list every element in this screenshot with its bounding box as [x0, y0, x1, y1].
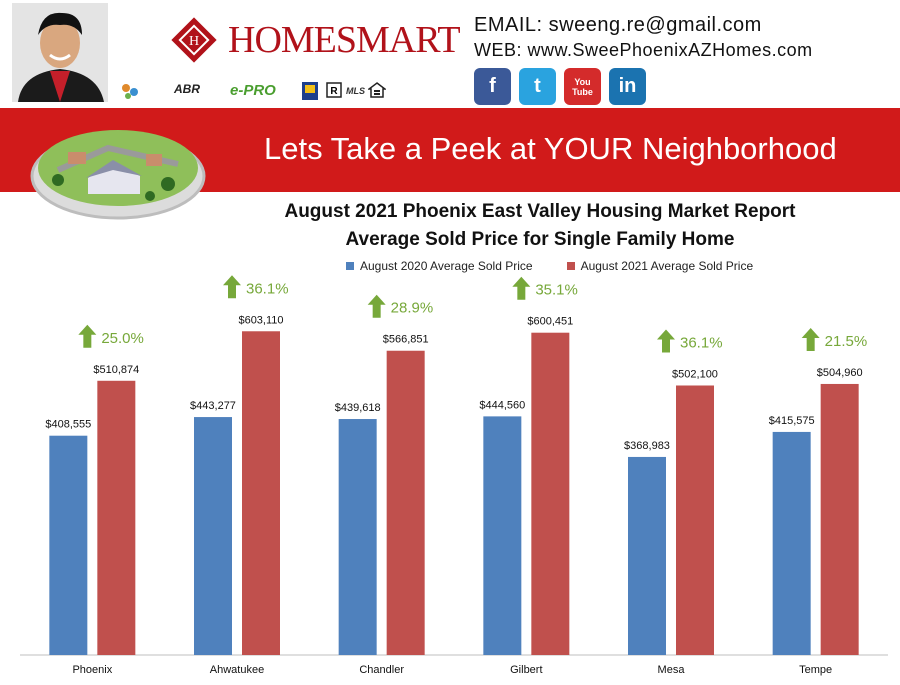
data-label-2021-chandler: $566,851: [383, 334, 429, 346]
growth-arrow-icon-gilbert: [512, 276, 531, 300]
svg-text:H: H: [189, 34, 199, 49]
data-label-2021-ahwatukee: $603,110: [238, 314, 283, 326]
category-label-phoenix: Phoenix: [72, 664, 112, 676]
data-label-2021-phoenix: $510,874: [93, 364, 139, 376]
homesmart-logo: H HOMESMART: [170, 12, 461, 72]
legend-label-2020: August 2020 Average Sold Price: [360, 259, 533, 273]
category-label-chandler: Chandler: [359, 664, 404, 676]
youtube-icon[interactable]: You Tube: [564, 68, 601, 105]
bar-2021-ahwatukee: [242, 331, 280, 655]
bar-2021-tempe: [820, 383, 859, 655]
banner-divider: [0, 192, 900, 196]
gri-badge-icon: [120, 82, 160, 100]
category-label-mesa: Mesa: [658, 664, 686, 676]
legend-item-2020: August 2020 Average Sold Price: [346, 259, 533, 273]
chart-title: August 2021 Phoenix East Valley Housing …: [284, 201, 796, 222]
contact-info: EMAIL: sweeng.re@gmail.com WEB: www.Swee…: [474, 14, 813, 66]
data-label-2020-gilbert: $444,560: [479, 399, 525, 411]
growth-percent-chandler: 28.9%: [391, 300, 434, 317]
bar-2020-ahwatukee: [194, 417, 232, 655]
data-label-2021-gilbert: $600,451: [527, 316, 573, 328]
bar-2021-chandler: [386, 350, 425, 655]
growth-percent-gilbert: 35.1%: [535, 282, 578, 299]
twitter-icon[interactable]: t: [519, 68, 556, 105]
epro-badge: e-PRO: [230, 82, 276, 99]
chart-subtitle: Average Sold Price for Single Family Hom…: [345, 229, 735, 250]
bar-2020-chandler: [338, 419, 377, 655]
data-label-2020-tempe: $415,575: [769, 415, 815, 427]
abr-badge: ABR: [174, 82, 200, 96]
growth-percent-ahwatukee: 36.1%: [246, 280, 289, 297]
agent-photo: [12, 3, 108, 102]
growth-percent-mesa: 36.1%: [680, 334, 723, 351]
category-label-tempe: Tempe: [799, 664, 832, 676]
legend-label-2021: August 2021 Average Sold Price: [580, 259, 754, 273]
category-label-gilbert: Gilbert: [510, 664, 542, 676]
growth-percent-phoenix: 25.0%: [101, 330, 144, 347]
bar-2020-gilbert: [483, 416, 522, 655]
growth-arrow-icon-tempe: [801, 327, 820, 351]
data-label-2021-mesa: $502,100: [672, 368, 718, 380]
realtor-icon: [302, 82, 320, 100]
growth-arrow-icon-mesa: [657, 329, 675, 353]
header: H HOMESMART ABR e-PRO R MLS EMAIL: sween…: [0, 0, 900, 108]
facebook-icon[interactable]: f: [474, 68, 511, 105]
svg-text:R: R: [330, 86, 338, 97]
growth-arrow-icon-ahwatukee: [223, 275, 241, 299]
legend-swatch-2020: [346, 262, 354, 270]
chart-legend: August 2020 Average Sold Price August 20…: [346, 259, 753, 273]
bar-2020-mesa: [628, 456, 666, 655]
bar-2021-gilbert: [531, 332, 570, 655]
data-label-2021-tempe: $504,960: [817, 367, 863, 379]
bar-2021-phoenix: [97, 380, 136, 655]
data-label-2020-ahwatukee: $443,277: [190, 400, 236, 412]
realtor-r-icon: R: [326, 82, 344, 100]
bar-2020-tempe: [772, 431, 811, 655]
bar-2020-phoenix: [49, 435, 88, 655]
linkedin-icon[interactable]: in: [609, 68, 646, 105]
growth-arrow-icon-chandler: [367, 294, 386, 318]
equal-housing-icon: [366, 82, 388, 100]
bar-2021-mesa: [676, 385, 714, 655]
data-label-2020-phoenix: $408,555: [45, 419, 91, 431]
banner-title: Lets Take a Peek at YOUR Neighborhood: [264, 131, 837, 166]
data-label-2020-mesa: $368,983: [624, 440, 670, 452]
growth-arrow-icon-phoenix: [78, 324, 97, 348]
neighborhood-globe-icon: [28, 118, 208, 220]
logo-text: HOMESMART: [228, 19, 461, 61]
legend-item-2021: August 2021 Average Sold Price: [566, 259, 754, 273]
certification-badges: ABR e-PRO R MLS: [120, 78, 390, 104]
legend-swatch-2021: [566, 262, 575, 270]
growth-percent-tempe: 21.5%: [825, 333, 868, 350]
data-label-2020-chandler: $439,618: [335, 402, 381, 414]
category-label-ahwatukee: Ahwatukee: [210, 664, 264, 676]
website-text: WEB: www.SweePhoenixAZHomes.com: [474, 40, 813, 60]
email-text: EMAIL: sweeng.re@gmail.com: [474, 14, 762, 36]
mls-badge: MLS: [346, 86, 365, 96]
